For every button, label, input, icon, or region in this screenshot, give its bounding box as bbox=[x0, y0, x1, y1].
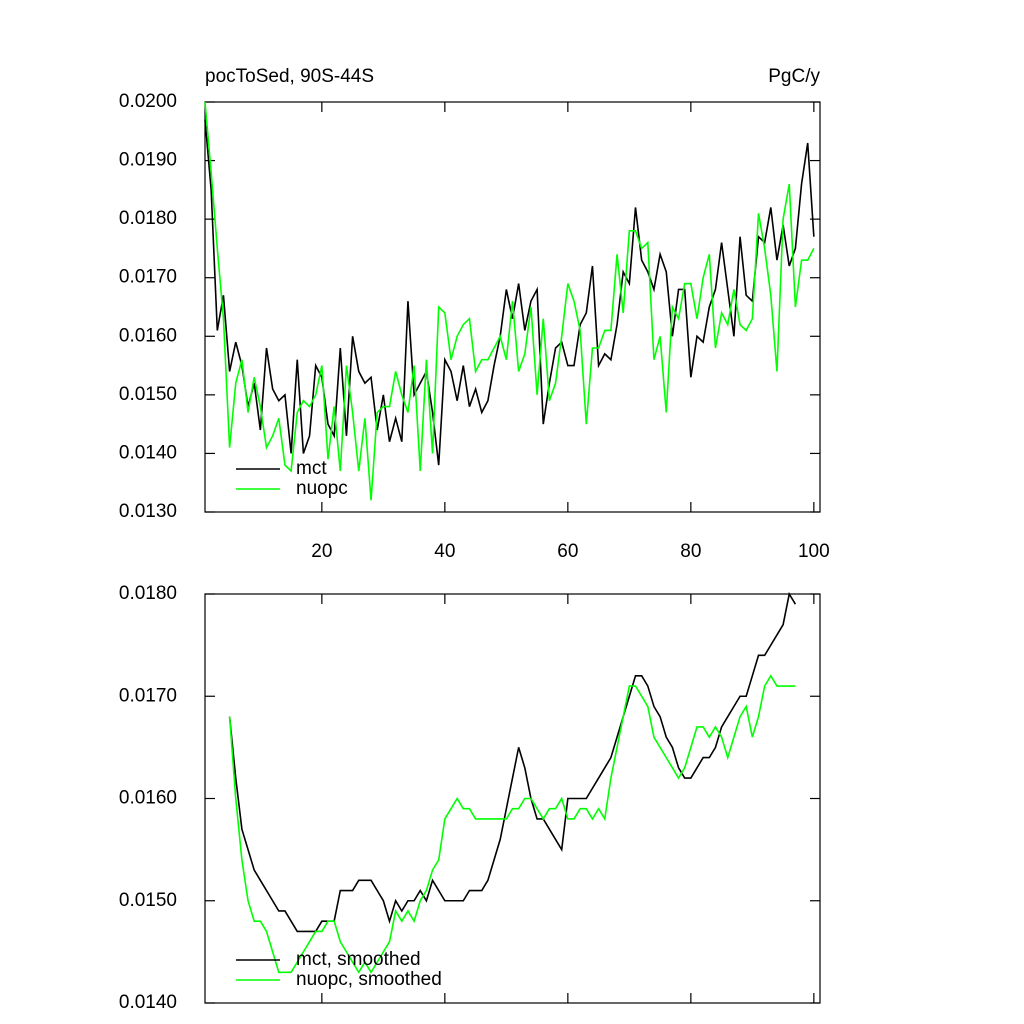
legend-label: mct bbox=[296, 458, 327, 479]
legend-label: nuopc, smoothed bbox=[296, 969, 442, 990]
units-label: PgC/y bbox=[768, 66, 820, 87]
y-tick-label: 0.0200 bbox=[119, 91, 177, 112]
series-line bbox=[204, 101, 815, 501]
y-tick-label: 0.0150 bbox=[119, 890, 177, 911]
y-tick-label: 0.0130 bbox=[119, 501, 177, 522]
y-tick-label: 0.0170 bbox=[119, 267, 177, 288]
series-line bbox=[228, 591, 797, 933]
plot-frame bbox=[204, 593, 821, 1004]
y-tick-label: 0.0150 bbox=[119, 384, 177, 405]
chart-title: pocToSed, 90S-44S bbox=[205, 66, 374, 87]
series-line bbox=[228, 674, 796, 974]
x-tick-label: 100 bbox=[798, 541, 830, 562]
plot-frame bbox=[204, 101, 821, 513]
y-tick-label: 0.0170 bbox=[119, 685, 177, 706]
series-line bbox=[204, 119, 815, 466]
y-tick-label: 0.0180 bbox=[119, 208, 177, 229]
y-tick-label: 0.0160 bbox=[119, 788, 177, 809]
y-tick-label: 0.0140 bbox=[119, 992, 177, 1013]
y-tick-label: 0.0140 bbox=[119, 442, 177, 463]
legend-label: mct, smoothed bbox=[296, 949, 421, 970]
x-tick-label: 20 bbox=[311, 541, 332, 562]
x-tick-label: 40 bbox=[434, 541, 455, 562]
y-tick-label: 0.0180 bbox=[119, 583, 177, 604]
y-tick-label: 0.0160 bbox=[119, 325, 177, 346]
x-tick-label: 60 bbox=[557, 541, 578, 562]
legend-label: nuopc bbox=[296, 478, 348, 499]
y-tick-label: 0.0190 bbox=[119, 150, 177, 171]
x-tick-label: 80 bbox=[680, 541, 701, 562]
